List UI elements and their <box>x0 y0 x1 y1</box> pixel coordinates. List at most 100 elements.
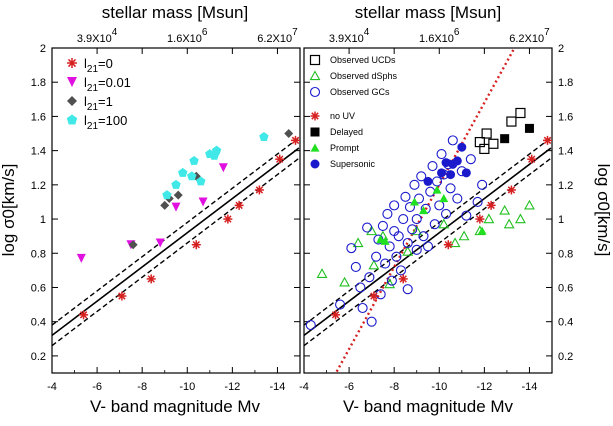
legend-label: l21=100 <box>84 113 127 132</box>
legend-label: l21=1 <box>84 94 113 113</box>
data-point <box>438 218 450 229</box>
data-point <box>380 258 391 269</box>
right-axis-ticks: -4 -6 -8 -10 -12 -14 0.2 0.4 0.6 0.8 1 1.2 1.4 1.6 1.8… <box>299 27 573 393</box>
data-point <box>335 299 346 310</box>
x-tick-label: -12 <box>224 381 240 393</box>
data-point <box>461 168 471 178</box>
data-point <box>440 208 452 219</box>
y-tick-label: 1.8 <box>558 77 573 89</box>
data-point <box>189 155 199 165</box>
legend-label: Delayed <box>330 127 363 137</box>
top-tick-label: 1.6X106 <box>419 27 460 45</box>
legend-marker <box>67 58 77 68</box>
data-point <box>284 129 294 139</box>
left-axis-ticks: -4 -6 -8 -10 -12 -14 0.2 0.4 0.6 0.8 1 1.2 1.4 1.6 1.8… <box>31 27 301 393</box>
y-tick-label: 1.4 <box>558 146 573 158</box>
y-tick-label: 1.6 <box>558 111 573 123</box>
data-point <box>486 200 496 210</box>
left-y-axis-title: log σ0[km/s] <box>0 164 18 257</box>
data-point <box>427 160 438 172</box>
x-tick-label: -8 <box>137 381 147 393</box>
data-point <box>436 149 447 160</box>
data-point <box>483 213 495 224</box>
data-point <box>422 241 434 252</box>
data-point <box>445 183 456 194</box>
data-point <box>198 197 208 207</box>
y-tick-label: 0.2 <box>31 351 46 363</box>
data-point <box>515 213 526 224</box>
fit-line <box>51 137 300 326</box>
legend-label: l21=0 <box>84 56 113 75</box>
data-point <box>404 202 416 213</box>
data-point <box>316 268 328 278</box>
right-panel: -4 -6 -8 -10 -12 -14 0.2 0.4 0.6 0.8 1 1.2 1.4 1.6 1.8… <box>299 3 613 416</box>
left-data-points <box>76 129 300 320</box>
data-point <box>499 204 511 215</box>
data-point <box>218 163 228 173</box>
legend-marker <box>67 96 77 106</box>
data-point <box>395 265 406 276</box>
y-tick-label: 0.6 <box>31 282 46 294</box>
legend-marker <box>310 111 320 121</box>
data-point <box>196 176 206 186</box>
right-y-axis-title: log σ0[km/s] <box>594 164 613 257</box>
data-point <box>377 220 388 231</box>
data-point <box>386 275 397 286</box>
data-point <box>223 214 233 224</box>
data-point <box>398 214 409 225</box>
left-top-axis-title: stellar mass [Msun] <box>102 3 248 22</box>
data-point <box>350 261 361 272</box>
data-point <box>449 237 461 248</box>
data-point <box>162 190 172 200</box>
fit-line <box>51 147 300 337</box>
data-point <box>339 276 351 287</box>
y-tick-label: 0.8 <box>31 248 46 260</box>
data-point <box>171 202 181 212</box>
data-point <box>447 135 458 146</box>
data-point <box>402 284 413 295</box>
data-point <box>366 316 377 327</box>
y-tick-label: 0.8 <box>558 248 573 260</box>
data-point <box>191 240 201 250</box>
right-plot-frame <box>303 47 553 374</box>
x-tick-label: -4 <box>299 381 309 393</box>
data-point <box>389 200 400 211</box>
data-point <box>391 251 402 262</box>
left-panel: -4 -6 -8 -10 -12 -14 0.2 0.4 0.6 0.8 1 1.2 1.4 1.6 1.8… <box>0 3 301 416</box>
y-tick-label: 1 <box>558 214 564 226</box>
data-point <box>371 251 382 262</box>
data-point <box>171 179 181 189</box>
data-point <box>503 218 515 229</box>
data-point <box>437 168 447 178</box>
left-fit-lines <box>51 137 300 347</box>
data-point <box>409 197 419 206</box>
data-point <box>479 143 490 155</box>
data-point <box>346 243 357 254</box>
y-tick-label: 0.2 <box>558 351 573 363</box>
data-point <box>524 123 534 133</box>
top-tick-label: 3.9X104 <box>329 27 370 45</box>
data-point <box>475 214 485 224</box>
y-tick-label: 1.2 <box>31 180 46 192</box>
data-point <box>524 199 535 210</box>
data-point <box>446 170 456 180</box>
data-point <box>355 282 366 293</box>
legend-label: Supersonic <box>330 159 376 169</box>
x-tick-label: -14 <box>522 381 538 393</box>
x-tick-label: -12 <box>476 381 492 393</box>
data-point <box>146 274 156 284</box>
data-point <box>117 291 127 301</box>
y-tick-label: 2 <box>40 43 46 55</box>
data-point <box>368 259 380 270</box>
legend-marker <box>309 70 321 81</box>
data-point <box>411 225 423 236</box>
data-point <box>515 107 526 119</box>
data-point <box>500 134 510 144</box>
data-point <box>418 206 428 215</box>
data-point <box>160 200 170 210</box>
y-tick-label: 1.2 <box>558 180 573 192</box>
data-point <box>187 171 197 181</box>
data-point <box>441 158 451 168</box>
data-point <box>366 225 378 236</box>
